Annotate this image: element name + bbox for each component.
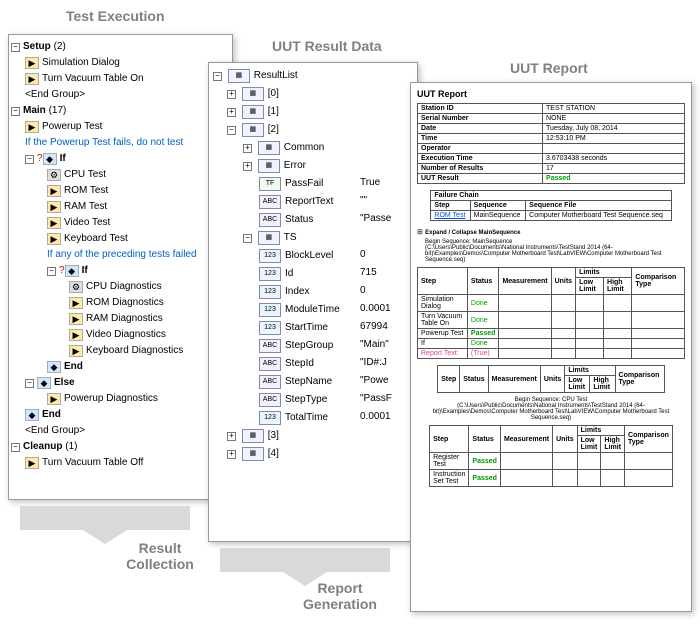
tree-group-setup[interactable]: −Setup (2) [11,39,230,55]
tree-else[interactable]: −◆Else [11,375,230,391]
tree-note: If the Powerup Test fails, do not test [11,135,230,151]
tree-item[interactable]: + ▦[4] [213,445,413,463]
rom-test-link[interactable]: ROM Test [434,212,465,219]
steps-table-empty: Step Status Measurement Units Limits Com… [437,365,665,393]
tree-item[interactable]: ▶Video Diagnostics [11,327,230,343]
steps-table-2: Step Status Measurement Units Limits Com… [429,425,673,487]
report-header-table: Station IDTEST STATIONSerial NumberNONED… [417,103,685,184]
tree-item[interactable]: ▶Turn Vacuum Table On [11,71,230,87]
arrow-report-generation [220,548,390,572]
tree-item[interactable]: ▶Keyboard Test [11,231,230,247]
result-values: True "" "Passe 0 715 0 0.0001 67994 "Mai… [360,66,392,426]
tree-if[interactable]: −?◆If [11,151,230,167]
steps-table-1: Step Status Measurement Units Limits Com… [417,267,685,359]
tree-item[interactable]: ▶RAM Diagnostics [11,311,230,327]
tree-item[interactable]: ▶Simulation Dialog [11,55,230,71]
tree-end: <End Group> [11,87,230,103]
tree-item[interactable]: ▶Powerup Test [11,119,230,135]
label-result-collection: Result Collection [110,540,210,572]
tree-item[interactable]: ⚙CPU Diagnostics [11,279,230,295]
tree-item[interactable]: ▶Powerup Diagnostics [11,391,230,407]
title-uut-report: UUT Report [510,60,588,76]
begin-sequence-note: Begin Sequence: MainSequence (C:\Users\P… [425,239,685,263]
panel-uut-report: UUT Report Station IDTEST STATIONSerial … [410,82,692,612]
tree-item[interactable]: ▶RAM Test [11,199,230,215]
failure-chain-table: Failure Chain Step Sequence Sequence Fil… [430,190,671,221]
tree-note: If any of the preceding tests failed [11,247,230,263]
tree-end: <End Group> [11,423,230,439]
tree-if[interactable]: −?◆If [11,263,230,279]
tree-item[interactable]: ▶Keyboard Diagnostics [11,343,230,359]
tree-end[interactable]: ◆End [11,407,230,423]
tree-item[interactable]: + ▦[3] [213,427,413,445]
panel-test-execution: −Setup (2) ▶Simulation Dialog ▶Turn Vacu… [8,34,233,500]
arrow-result-collection [20,506,190,530]
tree-item[interactable]: ▶Video Test [11,215,230,231]
report-title: UUT Report [417,89,685,99]
label-report-generation: Report Generation [280,580,400,612]
tree-item[interactable]: ▶ROM Diagnostics [11,295,230,311]
begin-sequence-note-2: Begin Sequence: CPU Test (C:\Users\Publi… [417,397,685,421]
tree-group-main[interactable]: −Main (17) [11,103,230,119]
test-tree[interactable]: −Setup (2) ▶Simulation Dialog ▶Turn Vacu… [9,35,232,475]
tree-group-cleanup[interactable]: −Cleanup (1) [11,439,230,455]
title-uut-result-data: UUT Result Data [272,38,382,54]
tree-item[interactable]: ▶Turn Vacuum Table Off [11,455,230,471]
expand-collapse[interactable]: ⊞ Expand / Collapse MainSequence [417,227,685,236]
tree-item[interactable]: ⚙CPU Test [11,167,230,183]
title-test-execution: Test Execution [66,8,165,24]
tree-item[interactable]: ▶ROM Test [11,183,230,199]
tree-end[interactable]: ◆End [11,359,230,375]
